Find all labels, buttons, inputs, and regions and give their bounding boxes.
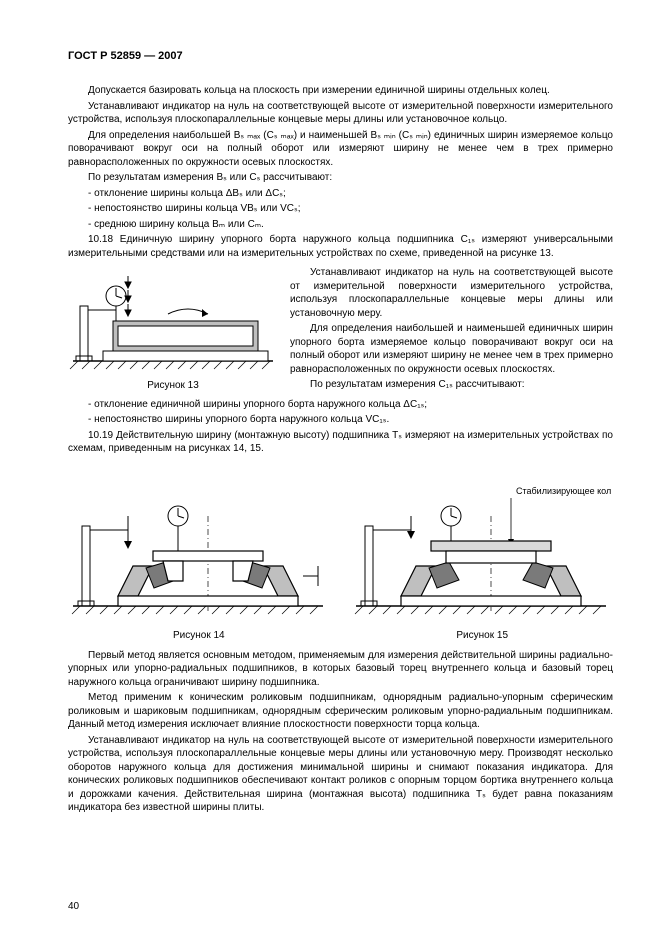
paragraph: По результатам измерения C₁ₛ рассчитываю… xyxy=(290,378,613,392)
paragraph: Устанавливают индикатор на нуль на соотв… xyxy=(68,734,613,815)
body-text-block-3: Первый метод является основным методом, … xyxy=(68,649,613,815)
paragraph: - непостоянство ширины кольца VBₛ или VC… xyxy=(68,202,613,216)
paragraph: Метод применим к коническим роликовым по… xyxy=(68,691,613,732)
figures-14-15-row: Рисунок 14 Стабилизирующее кольцо xyxy=(68,476,613,641)
paragraph: Устанавливают индикатор на нуль на соотв… xyxy=(290,266,613,320)
page-number: 40 xyxy=(68,901,79,912)
paragraph: Для определения наибольшей Bₛ ₘₐₓ (Cₛ ₘₐ… xyxy=(68,129,613,170)
paragraph: - среднюю ширину кольца Bₘ или Cₘ. xyxy=(68,218,613,232)
paragraph: По результатам измерения Bₛ или Cₛ рассч… xyxy=(68,171,613,185)
page: ГОСТ Р 52859 — 2007 Допускается базирова… xyxy=(0,0,661,936)
paragraph: Для определения наибольшей и наименьшей … xyxy=(290,322,613,376)
figure-13: Рисунок 13 xyxy=(68,266,278,391)
stabilizing-ring-label: Стабилизирующее кольцо xyxy=(516,486,611,496)
paragraph: 10.18 Единичную ширину упорного борта на… xyxy=(68,233,613,260)
figure-15: Стабилизирующее кольцо xyxy=(351,476,613,641)
figure-13-row: Рисунок 13 Устанавливают индикатор на ну… xyxy=(68,266,613,394)
doc-header: ГОСТ Р 52859 — 2007 xyxy=(68,50,613,62)
paragraph: - непостоянство ширины упорного борта на… xyxy=(68,413,613,427)
paragraph: Устанавливают индикатор на нуль на соотв… xyxy=(68,100,613,127)
paragraph: Допускается базировать кольца на плоскос… xyxy=(68,84,613,98)
figure-14-caption: Рисунок 14 xyxy=(68,630,330,641)
paragraph: - отклонение ширины кольца ΔBₛ или ΔCₛ; xyxy=(68,187,613,201)
paragraph: - отклонение единичной ширины упорного б… xyxy=(68,398,613,412)
body-text-block-2: - отклонение единичной ширины упорного б… xyxy=(68,398,613,456)
figure-13-text: Устанавливают индикатор на нуль на соотв… xyxy=(278,266,613,394)
paragraph: Первый метод является основным методом, … xyxy=(68,649,613,690)
figure-14: Рисунок 14 xyxy=(68,476,330,641)
paragraph: 10.19 Действительную ширину (монтажную в… xyxy=(68,429,613,456)
figure-15-caption: Рисунок 15 xyxy=(351,630,613,641)
body-text-block-1: Допускается базировать кольца на плоскос… xyxy=(68,84,613,260)
figure-13-caption: Рисунок 13 xyxy=(68,380,278,391)
